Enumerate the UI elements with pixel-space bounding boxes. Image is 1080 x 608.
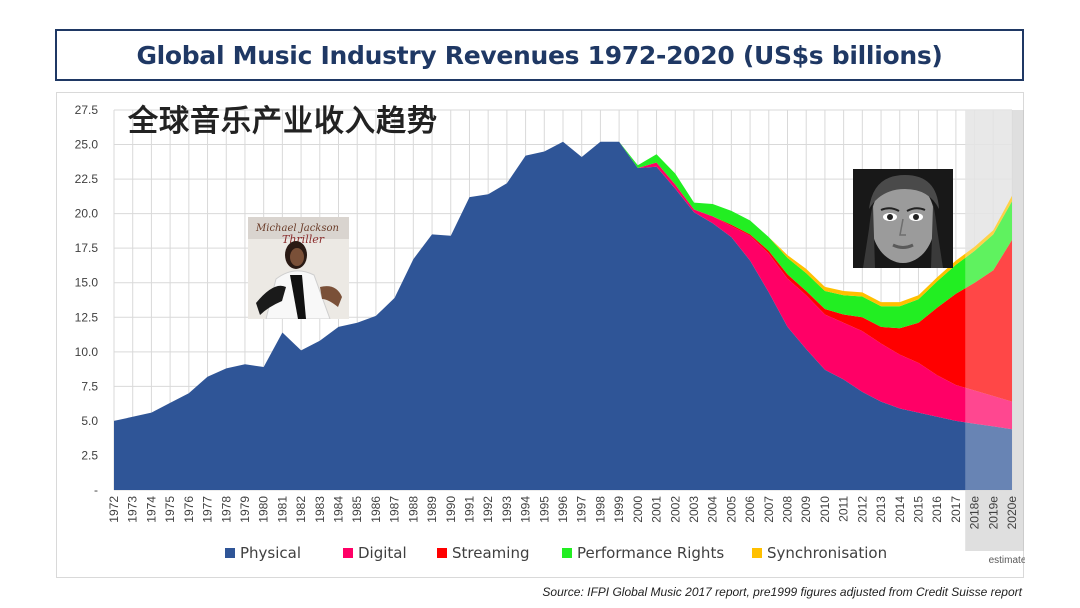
series-area-digital bbox=[114, 141, 1012, 430]
legend-label: Digital bbox=[358, 544, 407, 562]
x-tick-label: 1974 bbox=[144, 496, 158, 523]
x-tick-label: 2004 bbox=[706, 496, 720, 523]
x-tick-label: 1985 bbox=[350, 496, 364, 523]
x-tick-label: 2007 bbox=[762, 496, 776, 523]
legend-swatch bbox=[562, 548, 572, 558]
x-tick-label: 1992 bbox=[481, 496, 495, 523]
x-tick-label: 1983 bbox=[313, 496, 327, 523]
y-tick-label: 7.5 bbox=[81, 379, 98, 393]
svg-text:Michael Jackson: Michael Jackson bbox=[255, 223, 339, 234]
area-chart: - 2.5 5.0 7.5 10.0 12.5 15.0 17.5 20.0 22.5 25.0 27… bbox=[75, 103, 1025, 566]
y-tick-label: 15.0 bbox=[75, 276, 99, 290]
x-tick-label: 1987 bbox=[388, 496, 402, 523]
x-tick-label: 2013 bbox=[874, 496, 888, 523]
x-tick-label: 1988 bbox=[406, 496, 420, 523]
x-tick-label: 2020e bbox=[1005, 496, 1019, 530]
legend-label: Synchronisation bbox=[767, 544, 887, 562]
x-tick-label: 1978 bbox=[219, 496, 233, 523]
x-tick-label: 2005 bbox=[724, 496, 738, 523]
x-tick-label: 1989 bbox=[425, 496, 439, 523]
svg-text:Thriller: Thriller bbox=[282, 233, 325, 246]
x-tick-label: 1995 bbox=[537, 496, 551, 523]
chart-frame: - 2.5 5.0 7.5 10.0 12.5 15.0 17.5 20.0 22.5 25.0 27… bbox=[56, 92, 1025, 578]
source-note: Source: IFPI Global Music 2017 report, p… bbox=[542, 585, 1022, 599]
x-tick-label: 2006 bbox=[743, 496, 757, 523]
x-tick-label: 1997 bbox=[575, 496, 589, 523]
y-tick-label: 10.0 bbox=[75, 345, 99, 359]
x-tick-label: 2003 bbox=[687, 496, 701, 523]
x-tick-label: 1990 bbox=[444, 496, 458, 523]
y-tick-label: 20.0 bbox=[75, 207, 99, 221]
x-tick-label: 2010 bbox=[818, 496, 832, 523]
y-tick-label: 2.5 bbox=[81, 448, 98, 462]
y-tick-label: 27.5 bbox=[75, 103, 99, 117]
x-tick-label: 2017 bbox=[949, 496, 963, 523]
x-tick-label: 1973 bbox=[126, 496, 140, 523]
x-tick-label: 1977 bbox=[201, 496, 215, 523]
legend-label: Streaming bbox=[452, 544, 529, 562]
legend-swatch bbox=[225, 548, 235, 558]
x-tick-label: 2016 bbox=[930, 496, 944, 523]
x-tick-label: 1981 bbox=[275, 496, 289, 523]
estimate-overlay bbox=[965, 110, 1012, 490]
estimates-label: estimates bbox=[989, 555, 1025, 566]
chart-title-box: Global Music Industry Revenues 1972-2020… bbox=[55, 29, 1024, 81]
legend-swatch bbox=[752, 548, 762, 558]
x-tick-label: 1982 bbox=[294, 496, 308, 523]
album-cover-adele-25 bbox=[853, 169, 953, 268]
x-tick-label: 2019e bbox=[986, 496, 1000, 530]
x-tick-label: 2015 bbox=[911, 496, 925, 523]
x-tick-label: 1998 bbox=[593, 496, 607, 523]
legend-swatch bbox=[343, 548, 353, 558]
x-tick-label: 2002 bbox=[668, 496, 682, 523]
x-tick-label: 2012 bbox=[855, 496, 869, 523]
x-tick-label: 1999 bbox=[612, 496, 626, 523]
x-tick-label: 1984 bbox=[332, 496, 346, 523]
y-tick-label: 25.0 bbox=[75, 138, 99, 152]
legend-label: Physical bbox=[240, 544, 301, 562]
x-tick-label: 1972 bbox=[107, 496, 121, 523]
x-tick-label: 2009 bbox=[799, 496, 813, 523]
series-area-physical bbox=[114, 141, 1012, 491]
x-tick-label: 1993 bbox=[500, 496, 514, 523]
x-tick-label: 2018e bbox=[968, 496, 982, 530]
y-tick-label: 22.5 bbox=[75, 172, 99, 186]
x-tick-label: 2011 bbox=[837, 496, 851, 522]
x-tick-label: 1996 bbox=[556, 496, 570, 523]
x-tick-label: 1994 bbox=[519, 496, 533, 523]
album-cover-thriller: Michael Jackson Thriller bbox=[248, 217, 349, 319]
x-tick-label: 2000 bbox=[631, 496, 645, 523]
x-tick-label: 1979 bbox=[238, 496, 252, 523]
y-tick-label: 5.0 bbox=[81, 414, 98, 428]
x-tick-label: 1980 bbox=[257, 496, 271, 523]
x-tick-label: 1986 bbox=[369, 496, 383, 523]
y-tick-label: 17.5 bbox=[75, 241, 99, 255]
chart-subtitle-cn: 全球音乐产业收入趋势 bbox=[128, 104, 438, 139]
legend-label: Performance Rights bbox=[577, 544, 724, 562]
x-tick-label: 2014 bbox=[893, 496, 907, 523]
x-tick-label: 1976 bbox=[182, 496, 196, 523]
x-tick-label: 2001 bbox=[650, 496, 664, 523]
y-tick-label: - bbox=[94, 483, 98, 497]
x-tick-label: 2008 bbox=[781, 496, 795, 523]
legend-swatch bbox=[437, 548, 447, 558]
y-tick-label: 12.5 bbox=[75, 310, 99, 324]
x-tick-label: 1991 bbox=[462, 496, 476, 523]
x-tick-label: 1975 bbox=[163, 496, 177, 523]
chart-title: Global Music Industry Revenues 1972-2020… bbox=[136, 40, 943, 70]
